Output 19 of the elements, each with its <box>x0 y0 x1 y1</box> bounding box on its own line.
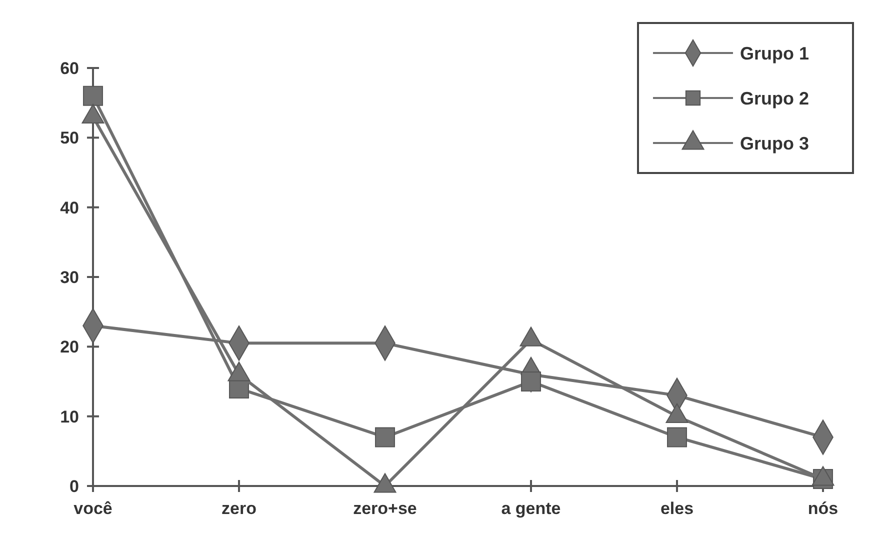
legend-label: Grupo 3 <box>740 133 810 154</box>
x-tick-label: você <box>74 499 112 518</box>
x-tick-label: zero+se <box>353 499 417 518</box>
y-tick-label: 40 <box>60 198 79 218</box>
y-tick-label: 0 <box>70 476 79 496</box>
x-tick-label: a gente <box>501 499 561 518</box>
x-tick-label: zero <box>222 499 256 518</box>
y-tick-label: 60 <box>60 58 79 78</box>
y-tick-label: 10 <box>60 407 79 426</box>
point <box>375 427 395 448</box>
x-tick-label: nós <box>808 499 838 518</box>
legend-label: Grupo 1 <box>740 43 810 64</box>
point <box>667 427 687 448</box>
legend-label: Grupo 2 <box>740 88 810 108</box>
point <box>83 86 103 106</box>
x-tick-label: eles <box>660 499 694 518</box>
y-tick-label: 20 <box>60 338 79 357</box>
y-tick-label: 50 <box>60 128 79 148</box>
y-tick-label: 30 <box>60 268 79 287</box>
